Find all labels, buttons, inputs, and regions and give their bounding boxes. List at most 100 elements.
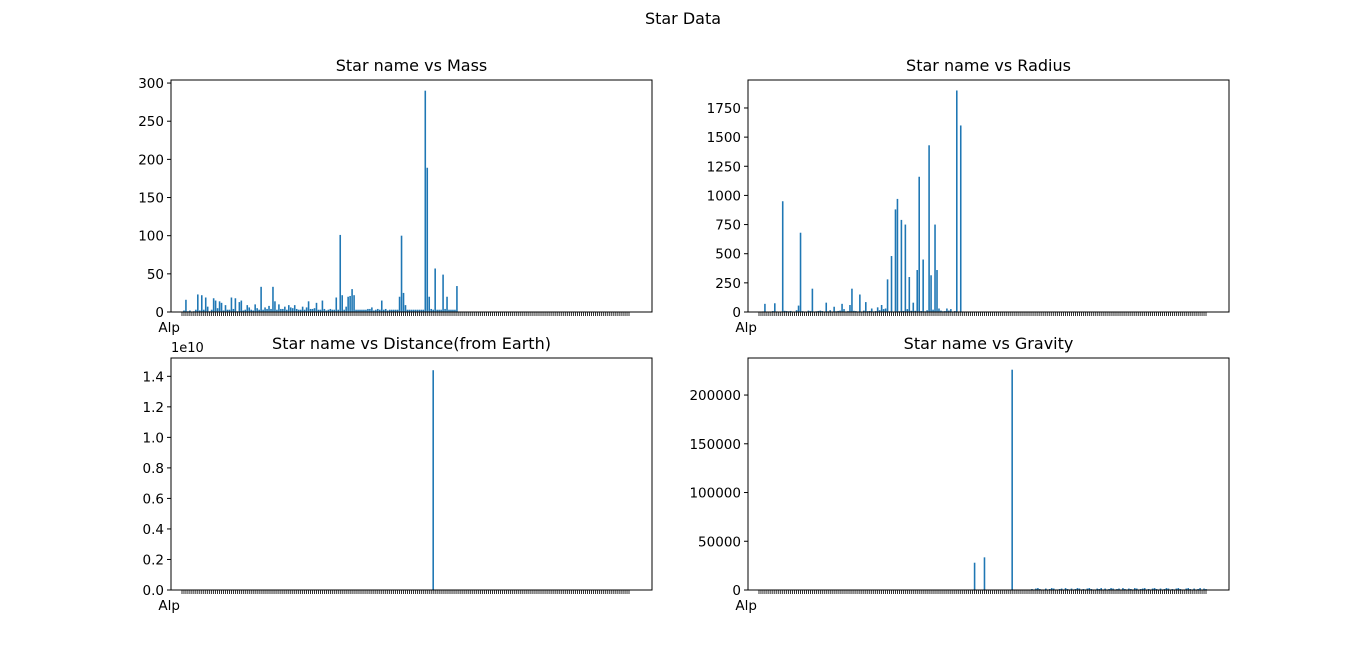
bar — [246, 305, 249, 312]
bar — [1076, 588, 1079, 590]
bar — [204, 297, 207, 312]
bar — [402, 292, 405, 312]
bar — [361, 309, 363, 312]
bar — [206, 306, 209, 312]
bar — [882, 309, 885, 312]
bar — [948, 310, 950, 312]
bar — [436, 309, 438, 312]
bar — [1070, 588, 1073, 590]
subplot-title: Star name vs Gravity — [904, 334, 1074, 353]
bar — [870, 308, 873, 312]
subplot-distance: Star name vs Distance(from Earth) 0.0 0.2 0… — [143, 334, 653, 614]
axes-frame — [170, 357, 653, 591]
bar — [297, 309, 300, 312]
bar — [432, 370, 434, 590]
bar — [276, 309, 278, 312]
bar — [341, 295, 343, 312]
bar — [311, 308, 314, 312]
bar — [420, 309, 423, 312]
bar — [323, 308, 326, 312]
bar — [189, 310, 191, 312]
bar — [240, 300, 243, 312]
axes-frame — [747, 357, 1230, 591]
bar — [1167, 588, 1170, 590]
bar — [1078, 588, 1081, 590]
y-tick-label: 1750 — [707, 101, 741, 117]
bar — [363, 309, 365, 312]
subplot-title: Star name vs Radius — [906, 56, 1071, 75]
bar — [774, 303, 776, 312]
bar — [781, 201, 784, 312]
bar — [868, 310, 871, 312]
bar — [795, 310, 798, 312]
bar — [1177, 588, 1180, 590]
y-tick-label: 500 — [715, 247, 741, 263]
bar — [446, 296, 448, 312]
y-tick-label: 150 — [138, 191, 164, 207]
bar — [890, 256, 893, 312]
bar — [414, 309, 417, 312]
bar — [222, 310, 225, 312]
subplot-gravity: Star name vs Gravity 0 50000 100000 150000 20… — [689, 334, 1230, 614]
bar — [1159, 588, 1162, 590]
bar — [1045, 588, 1047, 590]
y-tick-label: 0 — [732, 305, 741, 321]
x-tick-label: Alp — [735, 320, 757, 336]
bar — [347, 296, 349, 312]
bar — [934, 224, 936, 312]
bar — [928, 145, 930, 312]
bar — [1153, 588, 1156, 590]
bar — [327, 309, 330, 312]
bar — [930, 275, 932, 312]
bar — [837, 310, 839, 312]
bar — [430, 308, 432, 312]
bar — [1128, 588, 1130, 590]
bar — [286, 309, 288, 312]
bar — [910, 310, 913, 312]
bar — [185, 299, 187, 312]
bar — [428, 296, 431, 312]
bar — [321, 300, 324, 312]
bar — [335, 297, 338, 312]
bar — [1151, 588, 1154, 590]
bar — [214, 300, 217, 312]
bar — [264, 307, 266, 312]
bar — [896, 198, 899, 312]
bar — [946, 308, 948, 312]
bar — [416, 309, 419, 312]
y-tick-label: 0.6 — [143, 491, 164, 507]
y-tick-label: 200 — [138, 152, 164, 168]
bar — [242, 310, 245, 312]
bar — [375, 309, 377, 312]
subplot-mass: Star name vs Mass 0 50 100 150 200 250 300 Alp — [138, 56, 653, 336]
axes-frame — [170, 79, 653, 313]
bar — [1086, 588, 1089, 590]
bar — [412, 309, 415, 312]
bar — [256, 308, 258, 312]
bar — [299, 309, 302, 312]
bar — [819, 310, 822, 312]
subplot-title: Star name vs Mass — [336, 56, 488, 75]
y-tick-label: 0.4 — [143, 522, 164, 538]
bar — [260, 286, 262, 312]
bar — [333, 309, 336, 312]
bar — [1199, 588, 1201, 590]
figure-title: Star Data — [644, 9, 722, 28]
bar — [353, 295, 355, 312]
y-tick-label: 250 — [715, 276, 741, 292]
bar — [349, 295, 351, 312]
bar — [216, 308, 219, 312]
bar — [270, 308, 272, 312]
bar — [224, 305, 227, 312]
bar — [841, 303, 843, 312]
bar — [343, 309, 345, 312]
bar — [289, 307, 292, 312]
y-tick-label: 1000 — [707, 188, 741, 204]
y-tick-label: 50 — [147, 267, 164, 283]
bar — [452, 309, 454, 312]
bar — [301, 306, 304, 312]
bar — [1037, 588, 1039, 590]
bar — [797, 305, 800, 312]
bar — [843, 309, 845, 312]
y-tick-label: 200000 — [689, 388, 741, 404]
